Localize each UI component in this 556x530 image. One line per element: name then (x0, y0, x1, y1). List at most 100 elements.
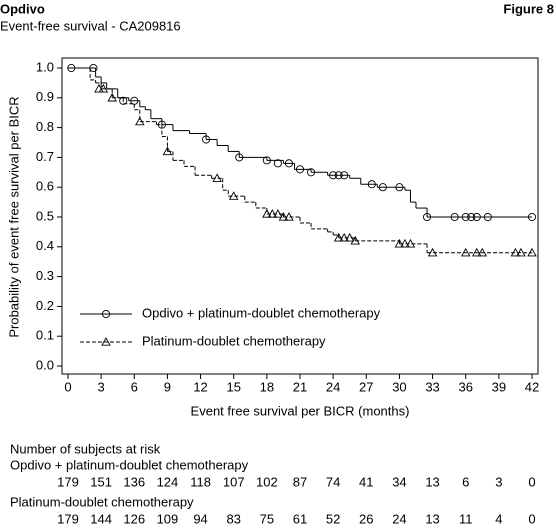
risk-count: 118 (190, 474, 211, 489)
risk-count: 94 (193, 511, 207, 526)
y-tick-label: 0.4 (36, 238, 54, 253)
censor-mark (333, 232, 344, 242)
censor-mark (235, 153, 244, 162)
censor-mark (405, 238, 416, 248)
x-tick-label: 39 (492, 379, 506, 394)
risk-count: 41 (359, 474, 373, 489)
censor-mark (527, 212, 537, 222)
censor-mark (400, 238, 410, 248)
censor-mark (334, 171, 343, 180)
x-tick-label: 24 (326, 379, 340, 394)
risk-count: 107 (223, 474, 245, 489)
censor-mark (267, 209, 278, 218)
censor-mark (119, 96, 128, 105)
censor-mark (284, 159, 294, 168)
censor-mark (339, 232, 349, 242)
censor-mark (483, 212, 492, 222)
risk-count: 151 (90, 474, 112, 489)
censor-mark (306, 168, 316, 177)
x-tick-label: 18 (260, 379, 274, 394)
censor-mark (295, 165, 305, 174)
censor-mark (472, 212, 481, 222)
x-tick-label: 3 (98, 379, 105, 394)
censor-mark (228, 191, 239, 200)
risk-count: 61 (293, 511, 307, 526)
censor-mark (135, 116, 145, 126)
censor-mark (107, 92, 117, 102)
censor-mark (422, 212, 432, 222)
legend-label: Opdivo + platinum-doublet chemotherapy (142, 305, 381, 320)
censor-mark (98, 83, 109, 93)
censor-mark (467, 212, 476, 222)
x-tick-label: 27 (359, 379, 373, 394)
censor-mark (471, 247, 482, 257)
censor-mark (378, 183, 387, 192)
y-tick-label: 0.6 (36, 179, 54, 194)
risk-count: 0 (528, 474, 535, 489)
risk-count: 83 (226, 511, 240, 526)
censor-mark (212, 173, 222, 182)
risk-count: 136 (123, 474, 145, 489)
risk-count: 144 (90, 511, 112, 526)
x-tick-label: 15 (226, 379, 240, 394)
risk-count: 6 (462, 474, 469, 489)
risk-row-name: Opdivo + platinum-doublet chemotherapy (10, 457, 249, 472)
censor-mark (273, 159, 282, 168)
x-tick-label: 30 (392, 379, 406, 394)
legend-marker (101, 337, 111, 346)
censor-mark (461, 212, 470, 222)
y-axis-label: Probability of event free survival per B… (6, 96, 21, 337)
risk-count: 52 (326, 511, 340, 526)
censor-mark (516, 247, 526, 257)
x-tick-label: 12 (193, 379, 207, 394)
x-axis-label: Event free survival per BICR (months) (191, 403, 410, 418)
x-tick-label: 6 (131, 379, 138, 394)
censor-mark (477, 247, 488, 257)
censor-mark (278, 212, 289, 221)
censor-mark (450, 212, 459, 222)
risk-count: 3 (495, 474, 502, 489)
y-tick-label: 0.8 (36, 119, 54, 134)
legend-marker (101, 309, 111, 319)
risk-table-title: Number of subjects at risk (10, 441, 161, 456)
figure-label: Figure 8 (503, 1, 554, 16)
censor-mark (344, 232, 355, 242)
risk-count: 102 (256, 474, 278, 489)
censor-mark (202, 135, 211, 144)
x-tick-label: 36 (458, 379, 472, 394)
censor-mark (340, 171, 349, 180)
risk-count: 87 (293, 474, 307, 489)
y-tick-label: 0.7 (36, 149, 54, 164)
censor-mark (262, 209, 272, 218)
censor-mark (273, 209, 283, 218)
risk-count: 179 (57, 474, 79, 489)
risk-count: 124 (157, 474, 179, 489)
risk-count: 13 (425, 474, 439, 489)
y-tick-label: 0.0 (36, 357, 54, 372)
y-tick-label: 1.0 (36, 59, 54, 74)
header-title: Opdivo (0, 1, 45, 16)
x-tick-label: 42 (525, 379, 539, 394)
x-tick-label: 9 (164, 379, 171, 394)
risk-count: 109 (157, 511, 179, 526)
risk-count: 26 (359, 511, 373, 526)
risk-count: 24 (392, 511, 406, 526)
censor-mark (162, 146, 173, 156)
censor-mark (284, 212, 294, 221)
risk-count: 0 (528, 511, 535, 526)
risk-count: 11 (459, 511, 473, 526)
risk-row-name: Platinum-doublet chemotherapy (10, 494, 194, 509)
y-tick-label: 0.3 (36, 268, 54, 283)
y-tick-label: 0.1 (36, 328, 54, 343)
censor-mark (329, 171, 338, 180)
censor-mark (367, 180, 376, 189)
risk-count: 74 (326, 474, 340, 489)
risk-count: 75 (260, 511, 274, 526)
x-tick-label: 0 (64, 379, 71, 394)
x-tick-label: 33 (425, 379, 439, 394)
risk-count: 13 (425, 511, 439, 526)
legend-label: Platinum-doublet chemotherapy (142, 333, 326, 348)
y-tick-label: 0.5 (36, 208, 54, 223)
y-tick-label: 0.9 (36, 89, 54, 104)
